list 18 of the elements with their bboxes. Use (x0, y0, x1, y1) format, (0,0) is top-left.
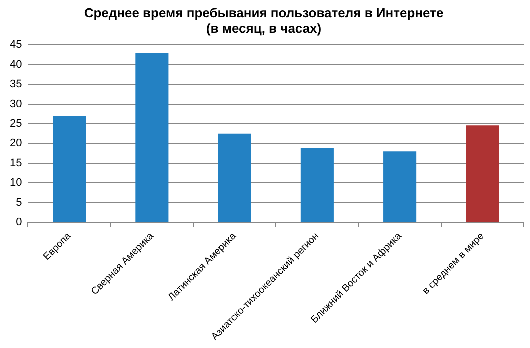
bar (53, 116, 86, 222)
bar (300, 148, 334, 222)
y-tick-label: 30 (10, 98, 22, 110)
text: (в месяц, в часах) (206, 20, 322, 36)
text: Среднее время пребывания пользователя в Интернете (84, 5, 444, 20)
y-tick-label: 25 (10, 118, 22, 130)
y-tick-label: 10 (10, 177, 22, 190)
y-tick-label: 5 (16, 196, 22, 209)
y-tick-label: 40 (10, 58, 22, 71)
y-tick-label: 45 (10, 39, 22, 52)
bar (384, 152, 417, 222)
bar (218, 134, 252, 222)
y-tick-label: 20 (10, 138, 22, 150)
bar (136, 53, 169, 222)
y-tick-label: 0 (16, 216, 22, 229)
y-tick-label: 35 (10, 78, 22, 91)
bar (466, 126, 500, 222)
y-tick-label: 15 (10, 157, 22, 170)
